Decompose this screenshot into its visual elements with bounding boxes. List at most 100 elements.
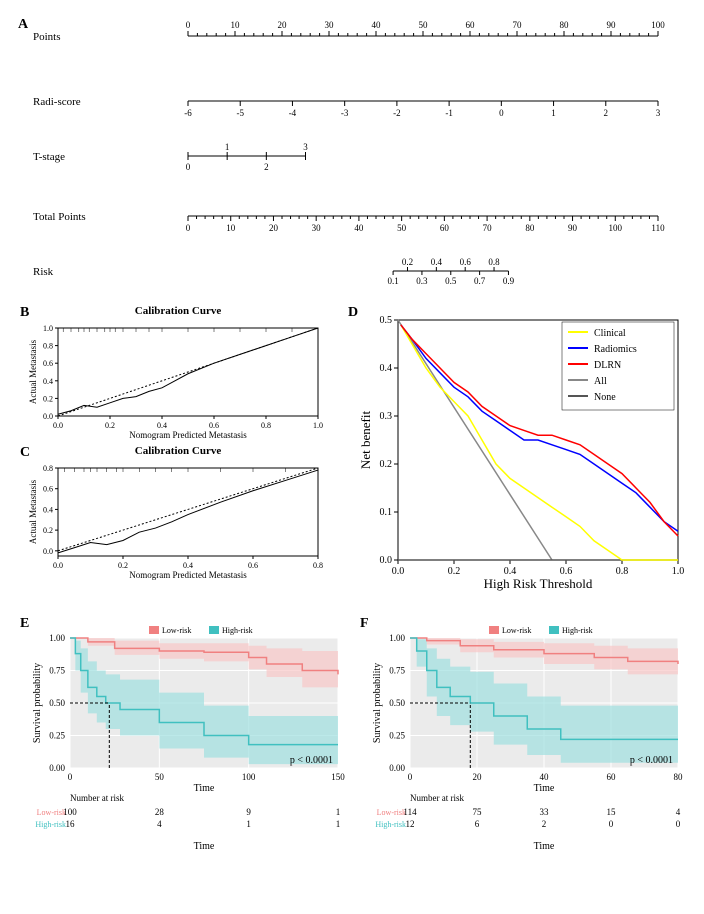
svg-text:1.0: 1.0 <box>43 324 53 333</box>
svg-text:150: 150 <box>331 772 345 782</box>
svg-text:0.5: 0.5 <box>380 315 393 326</box>
svg-text:D: D <box>348 305 358 320</box>
svg-text:110: 110 <box>651 223 665 233</box>
svg-text:70: 70 <box>513 20 523 30</box>
svg-text:100: 100 <box>609 223 623 233</box>
svg-text:Survival probability: Survival probability <box>372 663 383 743</box>
svg-text:0.4: 0.4 <box>43 377 53 386</box>
svg-text:DLRN: DLRN <box>594 360 621 371</box>
svg-text:0.4: 0.4 <box>43 505 53 514</box>
svg-text:Low-risk: Low-risk <box>377 808 406 817</box>
svg-text:0.2: 0.2 <box>105 421 115 430</box>
svg-text:Survival probability: Survival probability <box>32 663 43 743</box>
svg-text:0.0: 0.0 <box>53 421 63 430</box>
svg-text:6: 6 <box>475 819 480 829</box>
svg-text:Time: Time <box>534 783 555 794</box>
svg-text:70: 70 <box>483 223 493 233</box>
svg-text:Nomogram Predicted Metastasis: Nomogram Predicted Metastasis <box>129 570 247 580</box>
svg-text:0.50: 0.50 <box>389 698 405 708</box>
svg-text:3: 3 <box>303 142 308 152</box>
svg-text:60: 60 <box>607 772 617 782</box>
svg-text:-3: -3 <box>341 108 349 118</box>
svg-text:0.2: 0.2 <box>448 566 461 577</box>
svg-text:28: 28 <box>155 807 165 817</box>
svg-text:1.00: 1.00 <box>389 633 405 643</box>
svg-text:0.00: 0.00 <box>389 763 405 773</box>
svg-text:40: 40 <box>354 223 364 233</box>
svg-text:0.6: 0.6 <box>460 257 472 267</box>
svg-text:0.8: 0.8 <box>43 342 53 351</box>
svg-text:Radi-score: Radi-score <box>33 96 81 108</box>
svg-text:Nomogram Predicted Metastasis: Nomogram Predicted Metastasis <box>129 430 247 440</box>
svg-text:Time: Time <box>194 783 215 794</box>
svg-text:C: C <box>20 445 30 460</box>
svg-text:0.6: 0.6 <box>248 561 258 570</box>
svg-text:16: 16 <box>66 819 76 829</box>
svg-text:F: F <box>360 616 369 631</box>
svg-text:0.4: 0.4 <box>157 421 167 430</box>
svg-text:Clinical: Clinical <box>594 328 626 339</box>
svg-text:2: 2 <box>604 108 609 118</box>
svg-text:15: 15 <box>607 807 617 817</box>
svg-text:0.75: 0.75 <box>389 666 405 676</box>
svg-text:Time: Time <box>534 841 555 852</box>
svg-text:50: 50 <box>397 223 407 233</box>
svg-text:B: B <box>20 305 29 320</box>
svg-text:-4: -4 <box>289 108 297 118</box>
svg-text:1: 1 <box>336 807 341 817</box>
svg-text:0: 0 <box>186 162 191 172</box>
svg-text:-6: -6 <box>184 108 192 118</box>
svg-text:80: 80 <box>674 772 684 782</box>
svg-text:0.00: 0.00 <box>49 763 65 773</box>
svg-text:Low-risk: Low-risk <box>162 626 191 635</box>
svg-text:0: 0 <box>609 819 614 829</box>
svg-text:0.1: 0.1 <box>387 276 398 286</box>
svg-text:0.8: 0.8 <box>616 566 629 577</box>
svg-text:20: 20 <box>269 223 279 233</box>
svg-text:Net benefit: Net benefit <box>358 411 373 470</box>
svg-text:40: 40 <box>540 772 550 782</box>
svg-text:High-risk: High-risk <box>222 626 253 635</box>
svg-text:0.2: 0.2 <box>43 526 53 535</box>
svg-text:0.8: 0.8 <box>43 464 53 473</box>
svg-text:4: 4 <box>157 819 162 829</box>
svg-text:High Risk Threshold: High Risk Threshold <box>484 576 593 591</box>
svg-text:0.2: 0.2 <box>380 459 393 470</box>
svg-text:0.75: 0.75 <box>49 666 65 676</box>
svg-text:1: 1 <box>225 142 230 152</box>
svg-text:20: 20 <box>473 772 483 782</box>
svg-text:0.6: 0.6 <box>209 421 219 430</box>
svg-text:0.2: 0.2 <box>43 394 53 403</box>
svg-text:0.4: 0.4 <box>183 561 193 570</box>
figure: APoints0102030405060708090100Radi-score-… <box>8 8 696 906</box>
svg-text:90: 90 <box>607 20 617 30</box>
svg-text:1: 1 <box>246 819 251 829</box>
svg-text:0.0: 0.0 <box>43 412 53 421</box>
svg-text:0.6: 0.6 <box>43 359 53 368</box>
svg-text:0.2: 0.2 <box>118 561 128 570</box>
svg-text:33: 33 <box>540 807 550 817</box>
svg-text:0.3: 0.3 <box>416 276 428 286</box>
svg-text:0.8: 0.8 <box>488 257 500 267</box>
svg-text:0.3: 0.3 <box>380 411 393 422</box>
svg-text:0: 0 <box>186 20 191 30</box>
svg-text:0.0: 0.0 <box>392 566 405 577</box>
svg-text:30: 30 <box>325 20 335 30</box>
svg-text:High-risk: High-risk <box>35 820 66 829</box>
svg-text:20: 20 <box>278 20 288 30</box>
svg-text:0.0: 0.0 <box>380 555 393 566</box>
svg-text:50: 50 <box>419 20 429 30</box>
svg-text:None: None <box>594 392 616 403</box>
svg-text:50: 50 <box>155 772 165 782</box>
svg-text:Risk: Risk <box>33 266 54 278</box>
svg-text:90: 90 <box>568 223 578 233</box>
svg-text:1.0: 1.0 <box>672 566 685 577</box>
svg-text:12: 12 <box>406 819 415 829</box>
svg-text:10: 10 <box>226 223 236 233</box>
svg-text:100: 100 <box>63 807 77 817</box>
svg-text:30: 30 <box>312 223 322 233</box>
svg-text:Low-risk: Low-risk <box>502 626 531 635</box>
svg-text:9: 9 <box>246 807 251 817</box>
svg-text:0.7: 0.7 <box>474 276 486 286</box>
svg-text:1: 1 <box>551 108 556 118</box>
